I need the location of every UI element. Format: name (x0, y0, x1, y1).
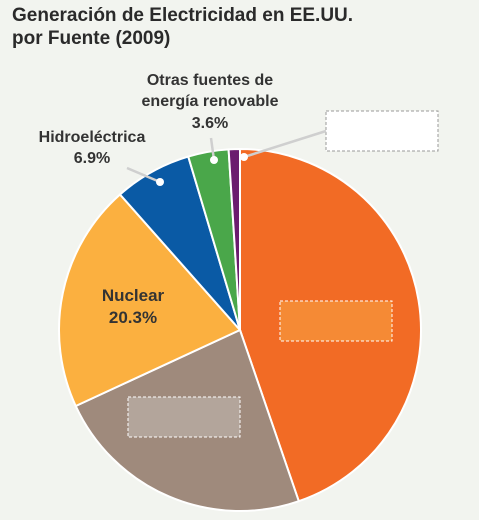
renewable-value-label: 3.6% (192, 115, 228, 132)
renewable-label-line-2: energía renovable (142, 93, 279, 110)
pie-overlays: Nuclear 20.3% Hidroeléctrica 6.9% Otras … (39, 72, 439, 438)
renewable-leader-dot (210, 156, 218, 164)
pie-slice-other (227, 148, 241, 331)
nuclear-value-label: 20.3% (109, 308, 157, 327)
chart-title-line-2: por Fuente (2009) (12, 28, 171, 49)
coal-label-placeholder (279, 300, 393, 342)
chart-title: Generación de Electricidad en EE.UU. por… (12, 4, 353, 50)
hydro-label: Hidroeléctrica (39, 129, 146, 146)
nuclear-label: Nuclear (102, 286, 165, 305)
hydro-leader-line (126, 166, 161, 184)
other-leader-line (243, 129, 327, 159)
gas-label-placeholder (127, 396, 241, 438)
other-leader-dot (240, 153, 248, 161)
hydro-value-label: 6.9% (74, 150, 110, 167)
hydro-leader-dot (156, 178, 164, 186)
chart-title-line-1: Generación de Electricidad en EE.UU. (12, 5, 354, 26)
renewable-label-line-1: Otras fuentes de (147, 72, 273, 89)
other-label-placeholder (325, 110, 439, 152)
pie-slice-nuclear (58, 193, 241, 407)
